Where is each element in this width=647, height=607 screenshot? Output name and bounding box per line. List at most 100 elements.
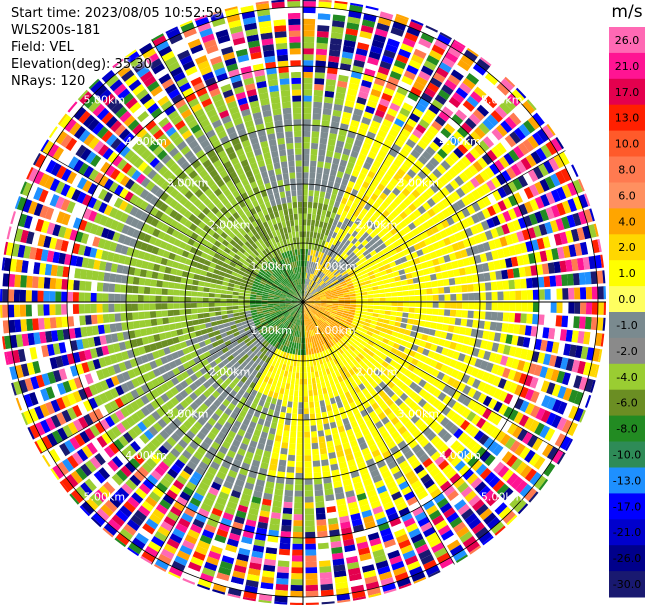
velocity-gate	[359, 30, 373, 40]
velocity-gate	[473, 430, 485, 442]
velocity-gate	[322, 369, 327, 376]
velocity-gate	[191, 291, 198, 297]
velocity-gate	[418, 549, 432, 560]
velocity-gate	[568, 244, 577, 257]
velocity-gate	[179, 296, 186, 302]
velocity-gate	[344, 100, 355, 108]
velocity-gate	[272, 392, 279, 399]
velocity-gate	[526, 290, 534, 300]
velocity-gate	[340, 57, 353, 65]
velocity-gate	[334, 254, 340, 261]
velocity-gate	[395, 337, 403, 345]
velocity-gate	[396, 291, 404, 297]
velocity-gate	[320, 583, 334, 591]
velocity-gate	[341, 178, 349, 186]
velocity-gate	[330, 331, 337, 337]
velocity-gate	[311, 219, 316, 227]
velocity-gate	[304, 461, 312, 468]
velocity-gate	[319, 376, 325, 383]
velocity-gate	[600, 333, 605, 347]
velocity-gate	[463, 168, 474, 180]
velocity-gate	[216, 496, 227, 506]
velocity-gate	[226, 538, 239, 548]
velocity-gate	[401, 279, 408, 286]
velocity-gate	[116, 452, 128, 464]
velocity-gate	[489, 321, 497, 331]
velocity-gate	[315, 178, 322, 186]
velocity-gate	[519, 446, 531, 460]
velocity-gate	[311, 137, 319, 144]
velocity-gate	[425, 416, 435, 426]
velocity-gate	[270, 517, 281, 525]
velocity-gate	[303, 54, 314, 61]
velocity-gate	[355, 307, 362, 311]
velocity-gate	[416, 408, 426, 418]
velocity-gate	[556, 246, 565, 259]
velocity-gate	[404, 450, 414, 460]
velocity-gate	[168, 566, 183, 577]
velocity-gate	[318, 0, 332, 3]
velocity-gate	[260, 504, 271, 512]
velocity-gate	[115, 509, 129, 523]
velocity-gate	[333, 358, 339, 365]
velocity-gate	[303, 313, 305, 320]
velocity-gate	[212, 390, 221, 399]
velocity-gate	[303, 297, 308, 302]
velocity-gate	[313, 269, 318, 275]
velocity-gate	[238, 388, 246, 396]
velocity-gate	[506, 514, 518, 526]
velocity-gate	[197, 540, 210, 550]
velocity-gate	[471, 459, 483, 472]
velocity-gate	[199, 572, 214, 583]
velocity-gate	[202, 380, 211, 389]
velocity-gate	[374, 554, 387, 564]
velocity-gate	[500, 487, 514, 501]
velocity-gate	[220, 373, 228, 382]
velocity-gate	[340, 521, 351, 529]
velocity-gate	[182, 539, 195, 550]
velocity-gate	[421, 363, 430, 372]
velocity-gate	[324, 329, 329, 336]
velocity-gate	[199, 275, 206, 282]
velocity-gate	[244, 296, 251, 300]
velocity-gate	[176, 475, 188, 486]
velocity-gate	[170, 463, 182, 474]
velocity-gate	[251, 459, 261, 468]
velocity-gate	[457, 503, 471, 516]
velocity-gate	[347, 180, 355, 189]
velocity-gate	[369, 274, 376, 280]
velocity-gate	[285, 364, 290, 372]
velocity-gate	[251, 369, 258, 377]
velocity-gate	[576, 257, 585, 271]
velocity-gate	[353, 164, 362, 173]
velocity-gate	[316, 313, 322, 318]
velocity-gate	[536, 237, 545, 250]
velocity-gate	[303, 24, 315, 31]
velocity-gate	[90, 493, 103, 507]
velocity-gate	[303, 113, 312, 120]
velocity-gate	[187, 561, 202, 572]
velocity-gate	[303, 77, 313, 84]
velocity-gate	[372, 286, 379, 291]
velocity-gate	[352, 280, 359, 286]
velocity-gate	[307, 201, 313, 208]
velocity-gate	[326, 256, 332, 263]
velocity-gate	[183, 465, 194, 476]
velocity-gate	[233, 284, 241, 289]
velocity-gate	[378, 222, 386, 231]
velocity-gate	[405, 522, 419, 533]
velocity-gate	[439, 229, 448, 239]
velocity-gate	[460, 344, 469, 354]
velocity-gate	[114, 284, 121, 293]
velocity-gate	[232, 377, 240, 385]
velocity-gate	[403, 225, 412, 234]
velocity-gate	[252, 355, 259, 362]
velocity-gate	[370, 120, 381, 129]
velocity-gate	[315, 214, 321, 221]
velocity-gate	[341, 197, 348, 205]
velocity-gate	[189, 425, 199, 435]
velocity-gate	[349, 296, 356, 300]
velocity-gate	[396, 112, 408, 123]
velocity-gate	[473, 302, 480, 310]
velocity-gate	[594, 254, 602, 269]
